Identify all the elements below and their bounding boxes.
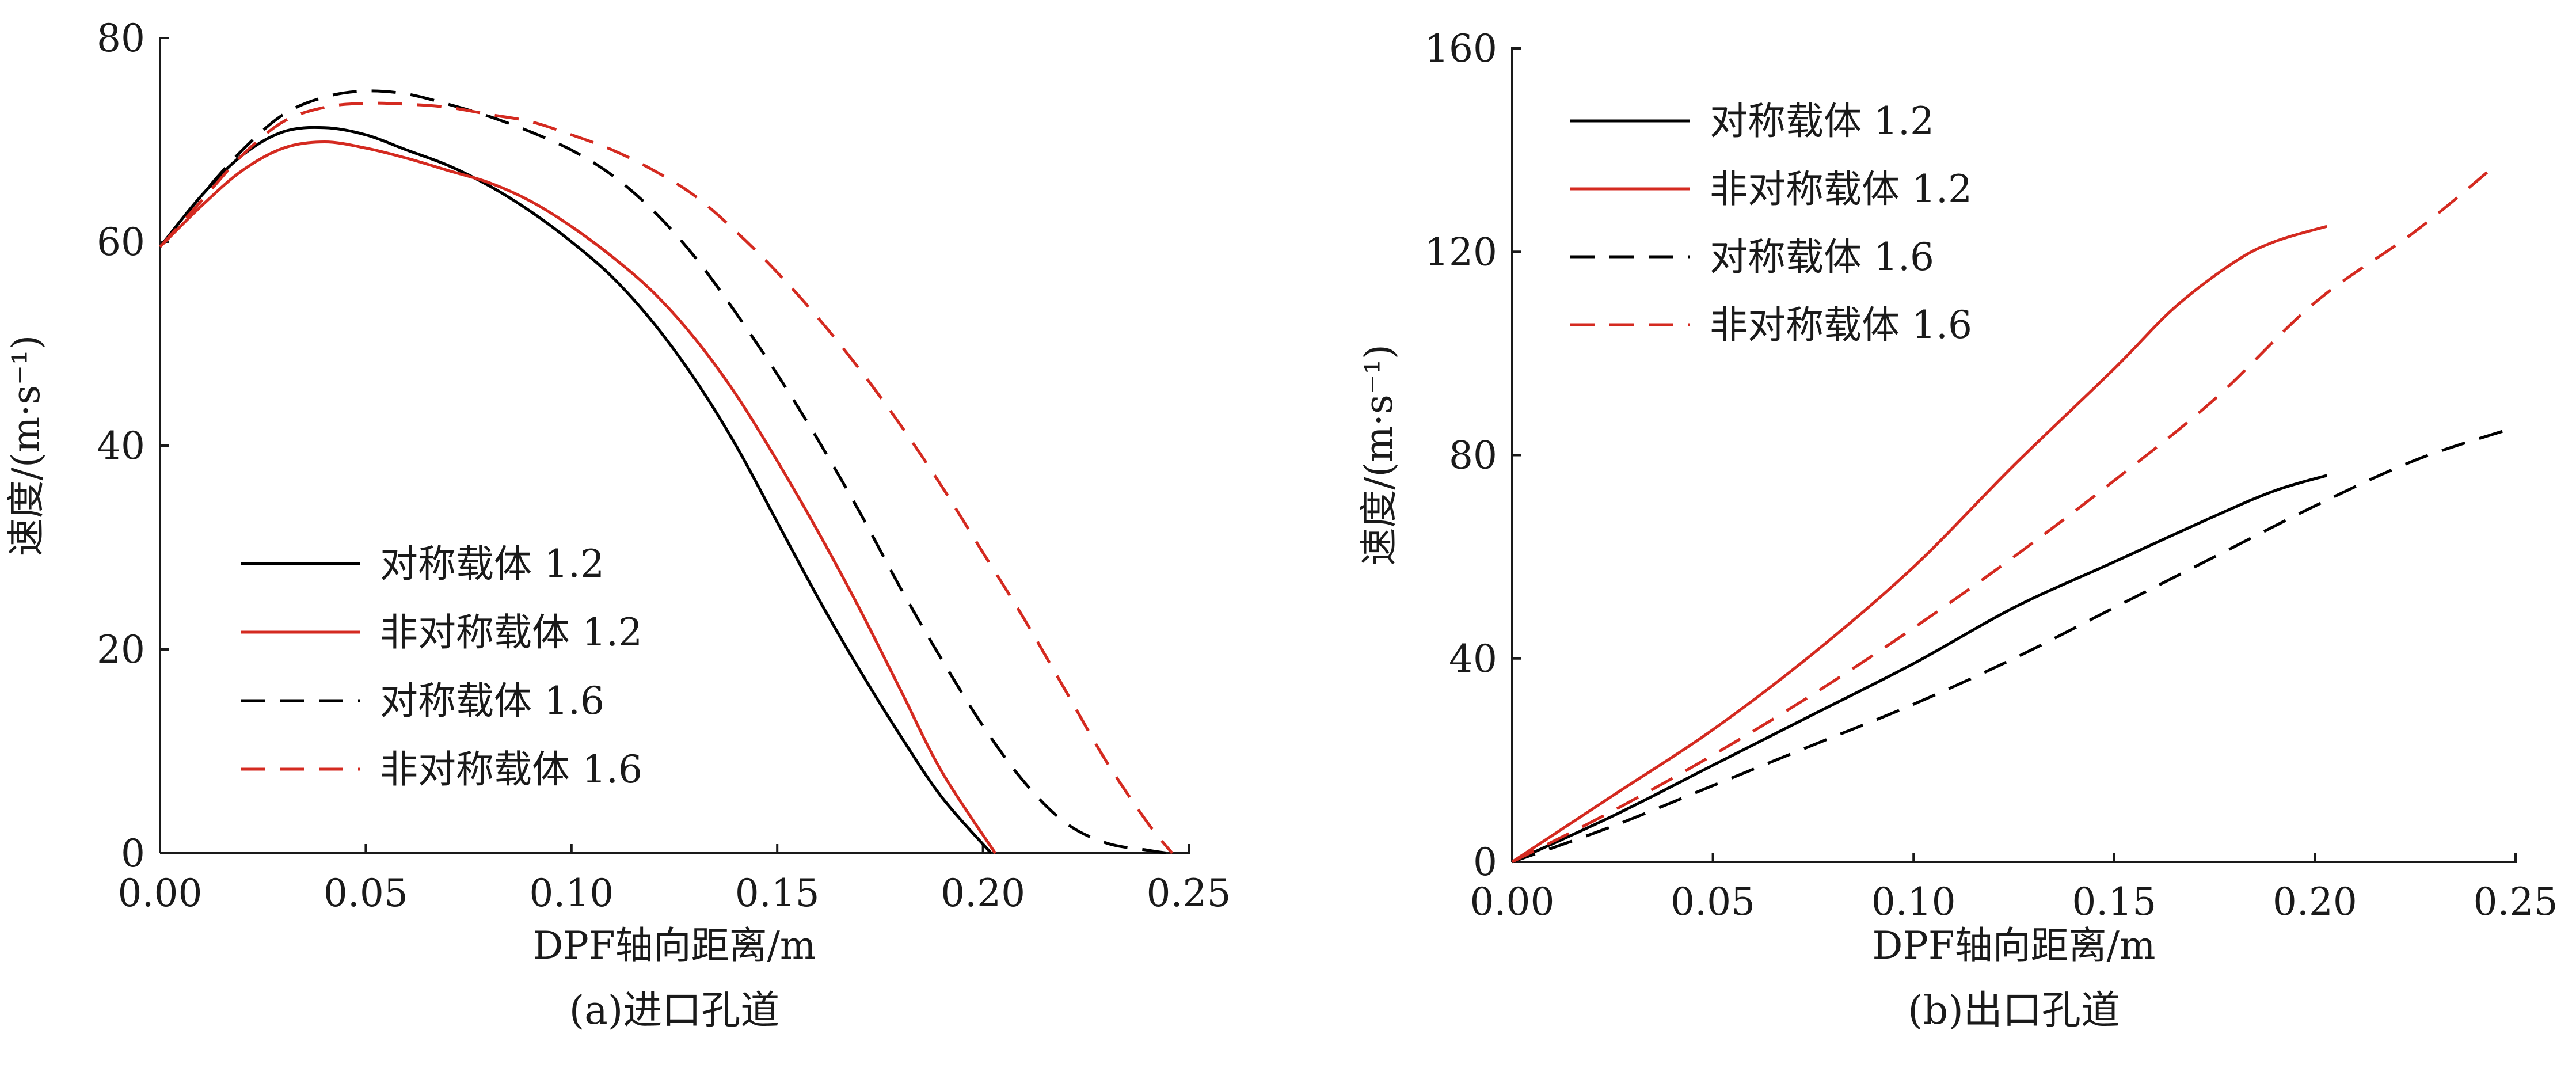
series-line-4 bbox=[1511, 164, 2497, 864]
legend-label-4: 非对称载体 1.6 bbox=[380, 747, 642, 792]
series-line-3 bbox=[159, 89, 1169, 855]
y-tick-label: 120 bbox=[1425, 230, 1497, 274]
x-tick-label: 0.25 bbox=[2474, 880, 2558, 924]
legend-label-3: 对称载体 1.6 bbox=[380, 679, 604, 723]
chart-panel-a: 0.00 0.05 0.10 0.15 0.20 0.25 0 20 40 60 80 DPF轴向距离… bbox=[4, 16, 1231, 1033]
legend-label-4: 非对称载体 1.6 bbox=[1710, 303, 1972, 347]
series-line-3 bbox=[1512, 428, 2508, 864]
x-axis-title: DPF轴向距离/m bbox=[533, 923, 816, 968]
chart-panel-b: 0.00 0.05 0.10 0.15 0.20 0.25 0 40 80 120 160 DPF轴向… bbox=[1357, 26, 2558, 1033]
series-line-1 bbox=[159, 126, 992, 854]
y-tick-label: 20 bbox=[97, 628, 145, 672]
x-tick-label: 0.20 bbox=[2273, 880, 2357, 924]
x-tick-label: 0.05 bbox=[324, 871, 408, 915]
x-tick-label: 0.00 bbox=[1470, 880, 1555, 924]
legend-label-2: 非对称载体 1.2 bbox=[380, 610, 642, 655]
y-tick-label: 60 bbox=[97, 220, 145, 264]
x-tick-label: 0.20 bbox=[941, 871, 1025, 915]
y-axis-title: 速度/(m·s⁻¹) bbox=[4, 335, 48, 556]
y-tick-label: 160 bbox=[1425, 26, 1497, 71]
panel-caption: (b)出口孔道 bbox=[1908, 988, 2120, 1033]
y-tick-label: 0 bbox=[1473, 840, 1497, 884]
x-tick-label: 0.10 bbox=[1871, 880, 1956, 924]
x-tick-label: 0.00 bbox=[118, 871, 203, 915]
x-tick-label: 0.15 bbox=[2072, 880, 2156, 924]
y-tick-label: 40 bbox=[1449, 637, 1497, 681]
series-line-1 bbox=[1511, 474, 2327, 864]
panel-caption: (a)进口孔道 bbox=[569, 988, 780, 1033]
x-tick-label: 0.05 bbox=[1671, 880, 1755, 924]
legend-label-1: 对称载体 1.2 bbox=[380, 542, 604, 586]
series-line-2 bbox=[1511, 225, 2327, 864]
x-tick-label: 0.10 bbox=[529, 871, 614, 915]
y-tick-label: 40 bbox=[97, 424, 145, 468]
x-axis-title: DPF轴向距离/m bbox=[1873, 923, 2156, 968]
y-axis-title: 速度/(m·s⁻¹) bbox=[1357, 344, 1401, 565]
legend: 对称载体 1.2 非对称载体 1.2 对称载体 1.6 非对称载体 1.6 bbox=[241, 542, 642, 792]
legend-label-3: 对称载体 1.6 bbox=[1710, 235, 1934, 279]
legend: 对称载体 1.2 非对称载体 1.2 对称载体 1.6 非对称载体 1.6 bbox=[1570, 99, 1972, 347]
legend-label-2: 非对称载体 1.2 bbox=[1710, 167, 1972, 211]
series-line-4 bbox=[159, 101, 1174, 854]
y-tick-label: 80 bbox=[1449, 434, 1497, 478]
x-tick-label: 0.15 bbox=[735, 871, 820, 915]
y-tick-label: 0 bbox=[121, 831, 145, 876]
y-tick-label: 80 bbox=[97, 16, 145, 60]
legend-label-1: 对称载体 1.2 bbox=[1710, 99, 1934, 143]
x-tick-label: 0.25 bbox=[1147, 871, 1231, 915]
series-line-2 bbox=[159, 140, 997, 854]
